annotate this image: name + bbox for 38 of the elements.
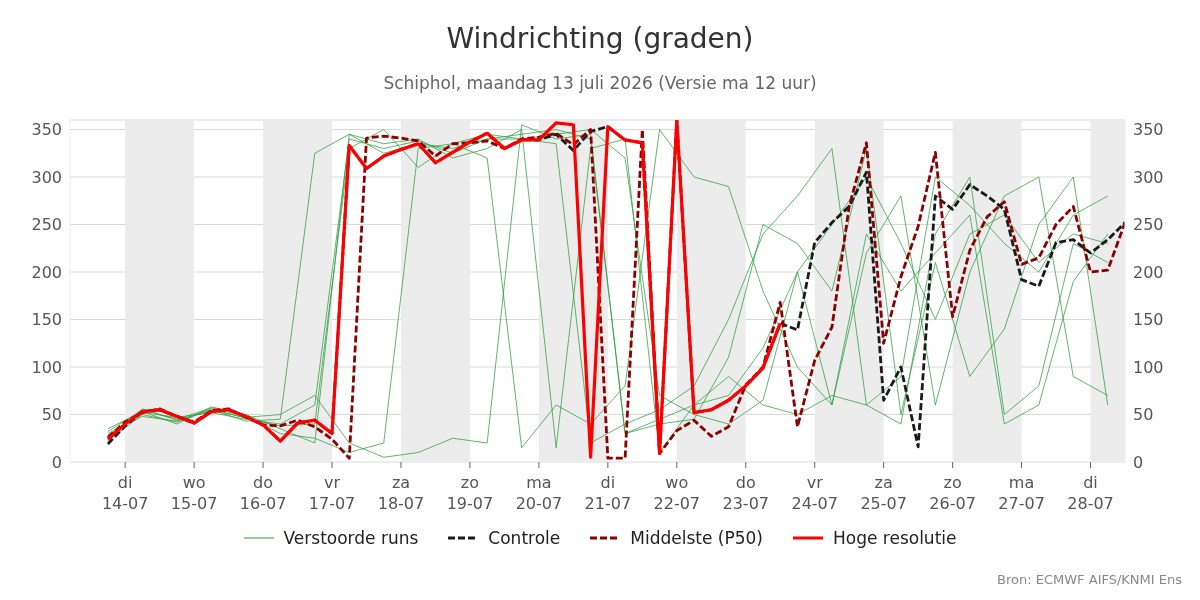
x-tick-label: do 16-07 [239, 473, 287, 513]
y-tick-label: 150 [31, 310, 62, 330]
y-tick-label: 250 [31, 215, 62, 235]
x-tick-label: za 25-07 [860, 473, 907, 513]
y2-tick-label: 200 [1133, 262, 1164, 282]
x-tick-label: vr 17-07 [308, 473, 356, 513]
y-tick-label: 200 [31, 262, 62, 282]
y2-tick-label: 50 [1133, 405, 1154, 425]
legend-label: Controle [488, 528, 561, 548]
y2-tick-label: 300 [1133, 167, 1164, 187]
chart-title: Windrichting (graden) [445, 22, 755, 55]
x-tick-label: ma 20-07 [515, 473, 563, 513]
y2-tick-label: 100 [1133, 357, 1164, 377]
legend-label: Verstoorde runs [283, 528, 419, 548]
x-tick-label: vr 24-07 [791, 473, 838, 513]
legend-label: Hoge resolutie [832, 528, 957, 548]
x-tick-label: zo 26-07 [929, 473, 976, 513]
x-tick-label: wo 15-07 [170, 473, 218, 513]
y2-tick-label: 150 [1133, 310, 1164, 330]
y2-tick-label: 250 [1133, 215, 1164, 235]
y2-tick-label: 350 [1133, 120, 1164, 140]
x-tick-label: zo 19-07 [446, 473, 494, 513]
y-tick-label: 100 [31, 357, 62, 377]
y-tick-label: 0 [51, 452, 62, 472]
x-tick-label: wo 22-07 [653, 473, 701, 513]
x-tick-label: di 28-07 [1067, 473, 1114, 513]
x-tick-label: do 23-07 [722, 473, 769, 513]
y-tick-label: 350 [31, 120, 62, 140]
x-tick-label: di 21-07 [584, 473, 632, 513]
text: Bron: ECMWF AIFS/KNMI Ens [997, 572, 1182, 587]
y-tick-label: 50 [41, 405, 62, 425]
x-tick-label: di 14-07 [101, 473, 149, 513]
chart-subtitle: Schiphol, maandag 13 juli 2026 (Versie ma 12 uur) [382, 73, 818, 93]
legend-label: Middelste (P50) [630, 528, 763, 548]
x-tick-label: za 18-07 [377, 473, 425, 513]
y2-tick-label: 0 [1133, 452, 1144, 472]
x-tick-label: ma 27-07 [998, 473, 1045, 513]
y-tick-label: 300 [31, 167, 62, 187]
